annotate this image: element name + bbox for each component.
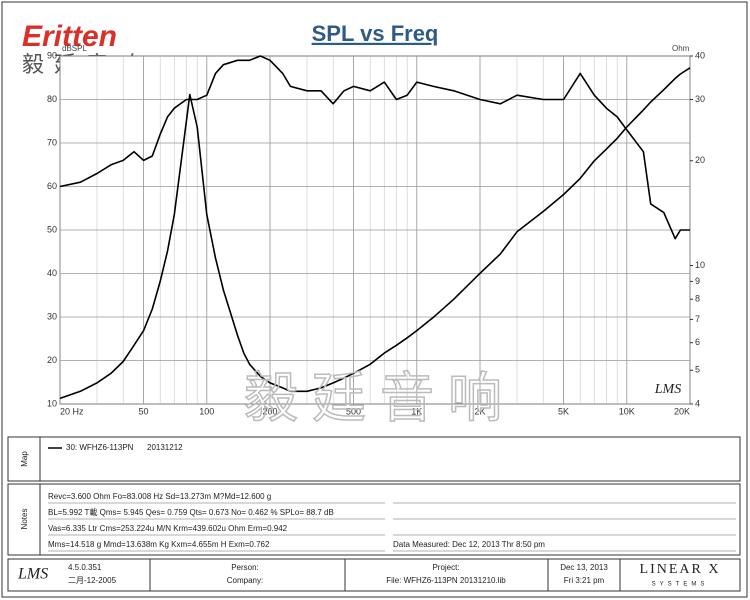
y2-axis-label: Ohm: [672, 44, 690, 53]
map-panel: [7, 436, 741, 482]
series-line: [59, 67, 691, 400]
y2-tick-label: 20: [695, 155, 705, 165]
version: 4.5.0.351: [68, 563, 102, 572]
measured: Data Measured: Dec 12, 2013 Thr 8:50 pm: [393, 540, 545, 549]
project: Project:: [432, 563, 459, 572]
y-tick-label: 10: [47, 398, 57, 408]
y-tick-label: 90: [47, 50, 57, 60]
notes-label: Notes: [20, 509, 29, 530]
note-line: Vas=6.335 Ltr Cms=253.224u M/N Krm=439.6…: [48, 524, 288, 533]
x-tick-label: 5K: [558, 406, 569, 416]
note-line: Mms=14.518 g Mmd=13.638m Kg Kxm=4.655m H…: [48, 540, 270, 549]
logo-brand: Eritten: [22, 20, 117, 53]
x-tick-label: 20K: [674, 406, 690, 416]
x-tick-label: 1K: [411, 406, 422, 416]
map-label: Map: [20, 451, 29, 467]
x-tick-label: 2K: [474, 406, 485, 416]
y-tick-label: 70: [47, 137, 57, 147]
notes: Revc=3.600 Ohm Fo=83.008 Hz Sd=13.273m M…: [48, 492, 736, 552]
notes-panel: [7, 483, 741, 556]
file: File: WFHZ6-113PN 20131210.lib: [386, 576, 506, 585]
y2-tick-label: 4: [695, 398, 700, 408]
y-tick-label: 60: [47, 181, 57, 191]
brand-sub: SYSTEMS: [652, 582, 709, 588]
x-tick-label: 200: [262, 406, 277, 416]
y2-tick-label: 6: [695, 337, 700, 347]
y2-tick-label: 10: [695, 260, 705, 270]
y-tick-label: 30: [47, 311, 57, 321]
y2-tick-label: 8: [695, 294, 700, 304]
y2-tick-label: 7: [695, 314, 700, 324]
time: Fri 3:21 pm: [564, 576, 605, 585]
footer: [7, 558, 741, 592]
date: Dec 13, 2013: [560, 563, 608, 572]
y2-tick-label: 9: [695, 276, 700, 286]
y-tick-label: 80: [47, 94, 57, 104]
brand: LINEAR X: [640, 562, 721, 577]
y-tick-label: 20: [47, 355, 57, 365]
x-tick-label: 10K: [619, 406, 635, 416]
y-axis-label: dBSPL: [62, 44, 87, 53]
build-date: 二月-12-2005: [68, 576, 117, 585]
legend-date: 20131212: [147, 443, 183, 452]
series-line: [59, 55, 690, 240]
watermark-text: 毅廷音响: [244, 368, 516, 428]
x-tick-label: 100: [199, 406, 214, 416]
y-tick-label: 50: [47, 224, 57, 234]
y-tick-label: 40: [47, 268, 57, 278]
x-tick-label: 50: [139, 406, 149, 416]
plot: 20 Hz 50 100 200 500 1K 2K 5K 10K 20K 10 20 30 40 50 60…: [47, 50, 705, 416]
y2-tick-label: 30: [695, 94, 705, 104]
note-line: BL=5.992 T載 Qms= 5.945 Qes= 0.759 Qts= 0…: [48, 507, 334, 517]
legend-name: 30: WFHZ6-113PN: [66, 443, 134, 452]
y2-tick-label: 40: [695, 50, 705, 60]
person: Person:: [231, 563, 259, 572]
company: Company:: [227, 576, 263, 585]
y2-tick-label: 5: [695, 365, 700, 375]
chart-title: SPL vs Freq: [312, 21, 439, 46]
footer-logo: LMS: [17, 566, 48, 583]
watermark-logo: LMS: [654, 382, 681, 397]
x-tick-label: 20 Hz: [60, 406, 84, 416]
note-line: Revc=3.600 Ohm Fo=83.008 Hz Sd=13.273m M…: [48, 492, 271, 501]
x-tick-label: 500: [346, 406, 361, 416]
